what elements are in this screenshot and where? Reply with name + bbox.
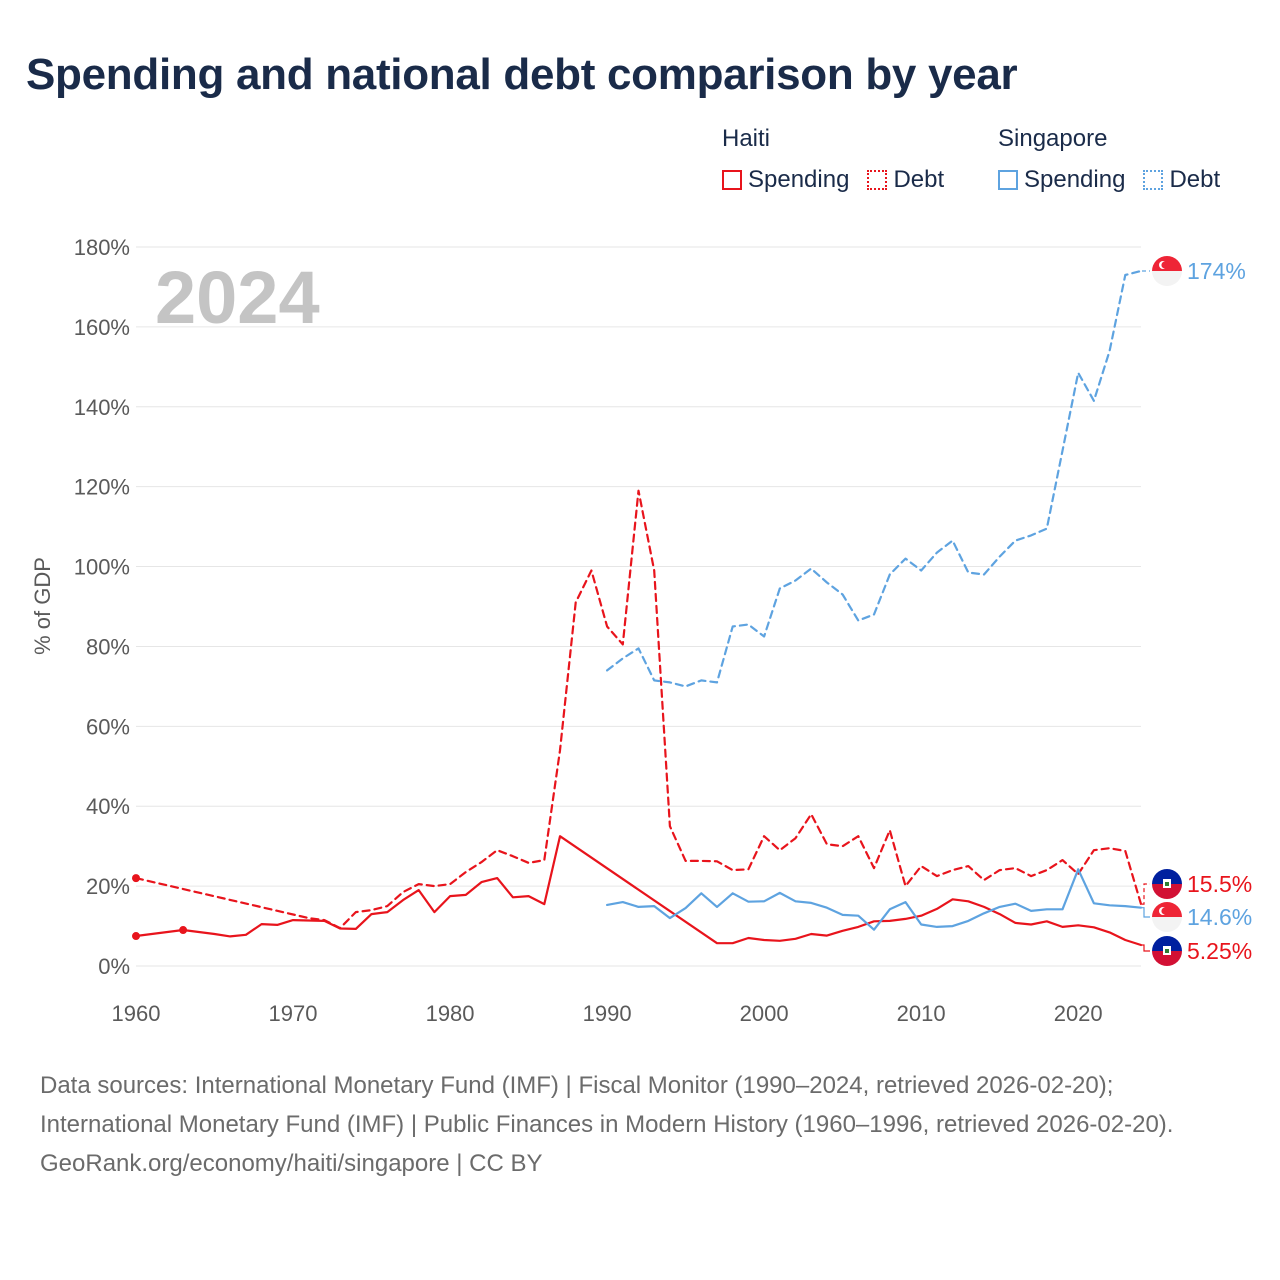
swatch-solid-icon bbox=[998, 170, 1018, 190]
y-tick-label: 60% bbox=[86, 714, 130, 739]
x-tick-label: 2020 bbox=[1054, 1001, 1103, 1026]
series-line-haiti-spending bbox=[134, 835, 1143, 947]
x-tick-label: 2000 bbox=[740, 1001, 789, 1026]
x-tick-label: 2010 bbox=[897, 1001, 946, 1026]
end-label-connector bbox=[1142, 907, 1150, 918]
end-label-haiti-debt: 15.5% bbox=[1187, 871, 1252, 897]
y-tick-label: 120% bbox=[74, 475, 130, 500]
legend-label: Debt bbox=[1169, 166, 1221, 193]
series-line-singapore-debt bbox=[606, 269, 1143, 688]
data-point-marker bbox=[132, 932, 140, 941]
end-label-haiti-spending: 5.25% bbox=[1187, 938, 1252, 964]
end-label-connectors bbox=[1142, 270, 1150, 952]
y-tick-label: 40% bbox=[86, 794, 130, 819]
y-tick-label: 0% bbox=[98, 954, 130, 979]
axes: 0% 20% 40% 60% 80% 100% 120% 140% 160% 180% 1960 19… bbox=[74, 235, 1103, 1026]
y-tick-label: 140% bbox=[74, 395, 130, 420]
y-tick-label: 20% bbox=[86, 874, 130, 899]
x-tick-label: 1990 bbox=[583, 1001, 632, 1026]
year-watermark: 2024 bbox=[155, 256, 320, 339]
legend-haiti-spending[interactable]: Spending bbox=[722, 166, 849, 194]
x-tick-label: 1970 bbox=[269, 1001, 318, 1026]
legend-haiti-debt[interactable]: Debt bbox=[867, 166, 944, 194]
footer: Data sources: International Monetary Fun… bbox=[40, 1066, 1250, 1183]
legend-country-haiti: Haiti bbox=[722, 125, 771, 152]
legend-label: Spending bbox=[1024, 166, 1126, 193]
end-label-connector bbox=[1142, 883, 1150, 905]
x-tick-label: 1980 bbox=[426, 1001, 475, 1026]
end-label-connector bbox=[1142, 944, 1150, 952]
haiti-flag-icon bbox=[1152, 936, 1182, 966]
line-chart: 0% 20% 40% 60% 80% 100% 120% 140% 160% 180% 1960 19… bbox=[30, 235, 1252, 1026]
series-line-haiti-debt bbox=[134, 489, 1143, 930]
singapore-flag-icon bbox=[1152, 256, 1182, 286]
singapore-flag-icon bbox=[1152, 902, 1182, 932]
haiti-flag-icon bbox=[1152, 869, 1182, 899]
data-point-marker bbox=[179, 926, 188, 935]
end-label-singapore-debt: 174% bbox=[1187, 258, 1246, 284]
legend-group-singapore: Singapore Spending Debt bbox=[998, 124, 1238, 194]
legend-label: Debt bbox=[893, 166, 945, 193]
data-sources: Data sources: International Monetary Fun… bbox=[40, 1072, 1174, 1138]
end-label-singapore-spending: 14.6% bbox=[1187, 904, 1252, 930]
legend-country-singapore: Singapore bbox=[998, 125, 1108, 152]
y-tick-label: 100% bbox=[74, 555, 130, 580]
page-title: Spending and national debt comparison by… bbox=[26, 50, 1018, 99]
swatch-dotted-icon bbox=[1143, 170, 1164, 190]
legend-singapore-spending[interactable]: Spending bbox=[998, 166, 1125, 194]
legend-label: Spending bbox=[748, 166, 850, 193]
attribution: GeoRank.org/economy/haiti/singapore | CC… bbox=[40, 1150, 543, 1177]
swatch-dotted-icon bbox=[867, 170, 888, 190]
legend-singapore-debt[interactable]: Debt bbox=[1143, 166, 1220, 194]
x-tick-label: 1960 bbox=[112, 1001, 161, 1026]
y-tick-label: 160% bbox=[74, 315, 130, 340]
legend-group-haiti: Haiti Spending Debt bbox=[722, 124, 962, 194]
series-line-singapore-spending bbox=[606, 868, 1143, 931]
y-axis-label: % of GDP bbox=[30, 557, 55, 655]
series bbox=[132, 269, 1143, 947]
y-tick-label: 180% bbox=[74, 235, 130, 260]
swatch-solid-icon bbox=[722, 170, 742, 190]
data-point-marker bbox=[132, 874, 140, 883]
grid bbox=[136, 246, 1141, 967]
y-tick-label: 80% bbox=[86, 634, 130, 659]
